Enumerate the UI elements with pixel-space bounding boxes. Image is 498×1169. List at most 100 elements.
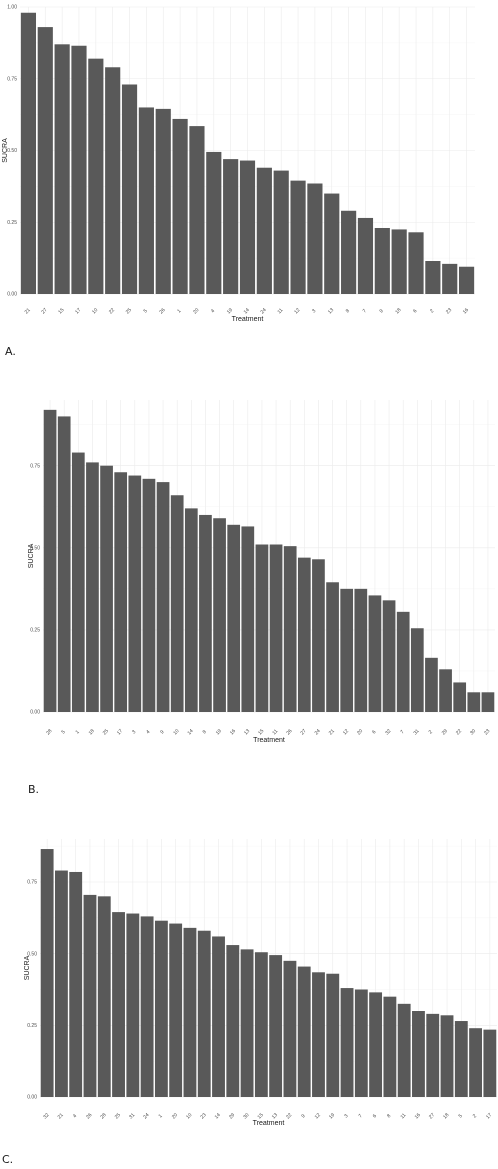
- x-tick-label: 17: [485, 1112, 493, 1120]
- bar-11: [269, 544, 283, 712]
- x-tick-label: 13: [271, 1112, 279, 1120]
- x-tick-label: 22: [108, 307, 116, 315]
- bar-6: [408, 232, 424, 294]
- bar-16: [458, 266, 475, 294]
- x-tick-label: 15: [257, 1112, 265, 1120]
- bar-19: [213, 518, 226, 712]
- x-tick-label: 26: [285, 728, 293, 736]
- bar-8: [199, 514, 212, 712]
- x-tick-label: 12: [293, 307, 301, 315]
- bar-3: [307, 183, 323, 294]
- bar-6: [369, 992, 383, 1097]
- bar-14: [212, 936, 225, 1097]
- bar-26: [283, 546, 297, 712]
- bar-7: [396, 611, 410, 712]
- bar-18: [86, 462, 99, 712]
- bar-15: [54, 44, 70, 295]
- x-tick-label: 18: [394, 307, 402, 315]
- x-tick-label: 26: [158, 307, 166, 315]
- bar-29: [439, 669, 452, 712]
- x-tick-label: 23: [199, 1112, 207, 1120]
- x-tick-label: 2: [472, 1113, 478, 1119]
- bar-26: [83, 894, 97, 1097]
- x-tick-label: 18: [442, 1112, 450, 1120]
- bar-26: [155, 108, 171, 294]
- x-tick-label: 25: [125, 307, 133, 315]
- x-tick-label: 9: [300, 1113, 306, 1119]
- x-tick-label: 1: [176, 308, 182, 314]
- x-tick-label: 24: [260, 307, 268, 315]
- x-tick-label: 6: [371, 729, 377, 735]
- x-tick-label: 16: [229, 728, 237, 736]
- x-tick-label: 7: [362, 308, 368, 314]
- x-tick-label: 24: [314, 728, 322, 736]
- y-tick-label: 0.50: [7, 148, 17, 154]
- bar-12: [290, 180, 306, 294]
- bar-9: [374, 227, 390, 294]
- y-tick-label: 0.25: [27, 1023, 37, 1029]
- x-tick-label: 30: [242, 1112, 250, 1120]
- bar-22: [453, 682, 467, 712]
- bar-6: [368, 595, 382, 712]
- x-tick-label: 5: [60, 729, 66, 735]
- x-tick-label: 19: [215, 728, 223, 736]
- x-tick-label: 1: [75, 729, 81, 735]
- x-tick-label: 2: [428, 729, 434, 735]
- bar-4: [206, 151, 222, 294]
- x-tick-label: 26: [85, 1112, 93, 1120]
- bar-12: [340, 588, 354, 712]
- x-tick-label: 19: [328, 1112, 336, 1120]
- x-tick-label: 20: [192, 307, 200, 315]
- bar-30: [467, 692, 481, 712]
- x-tick-label: 13: [327, 307, 335, 315]
- bar-17: [71, 45, 87, 295]
- x-axis-title: Treatment: [253, 737, 285, 744]
- bar-1: [172, 118, 188, 295]
- bar-32: [40, 849, 54, 1097]
- bar-23: [197, 930, 211, 1097]
- y-tick-label: 1.00: [7, 5, 17, 11]
- bar-5: [138, 107, 154, 294]
- bars: [20, 12, 475, 295]
- panel-label: B.: [28, 783, 39, 796]
- sucra-chart-b: 0.00 0.25 0.50 0.75 28 5 1 18 25 17 3 4 9 10 14 8 19 16 13…: [28, 400, 495, 796]
- bar-20: [189, 126, 205, 294]
- y-tick-label: 0.25: [30, 628, 40, 634]
- x-tick-label: 4: [72, 1113, 78, 1119]
- x-tick-label: 3: [343, 1113, 349, 1119]
- x-tick-label: 14: [214, 1112, 222, 1120]
- bar-11: [273, 170, 289, 294]
- bar-5: [454, 1021, 468, 1097]
- bar-8: [383, 996, 397, 1097]
- x-tick-label: 29: [441, 728, 449, 736]
- y-tick-label: 0.00: [7, 292, 17, 298]
- bar-15: [254, 952, 268, 1097]
- bar-10: [170, 495, 184, 712]
- bar-19: [326, 973, 340, 1097]
- x-tick-label: 17: [116, 728, 124, 736]
- x-tick-label: 5: [143, 308, 149, 314]
- bar-17: [114, 472, 128, 712]
- x-tick-label: 25: [102, 728, 110, 736]
- bars: [40, 849, 497, 1097]
- bar-8: [341, 210, 357, 294]
- bar-9: [297, 966, 311, 1097]
- bar-30: [240, 949, 254, 1097]
- x-tick-label: 12: [342, 728, 350, 736]
- bar-14: [184, 508, 198, 712]
- x-tick-label: 31: [413, 728, 421, 736]
- bars: [43, 409, 495, 712]
- x-tick-label: 15: [57, 307, 65, 315]
- x-tick-label: 31: [128, 1112, 136, 1120]
- x-tick-label: 4: [145, 729, 151, 735]
- bar-13: [269, 955, 283, 1097]
- x-tick-label: 30: [469, 728, 477, 736]
- x-tick-label: 14: [243, 307, 251, 315]
- x-tick-label: 17: [74, 307, 82, 315]
- bar-22: [283, 960, 297, 1097]
- x-tick-label: 20: [356, 728, 364, 736]
- bar-4: [142, 478, 156, 712]
- bar-25: [112, 912, 125, 1097]
